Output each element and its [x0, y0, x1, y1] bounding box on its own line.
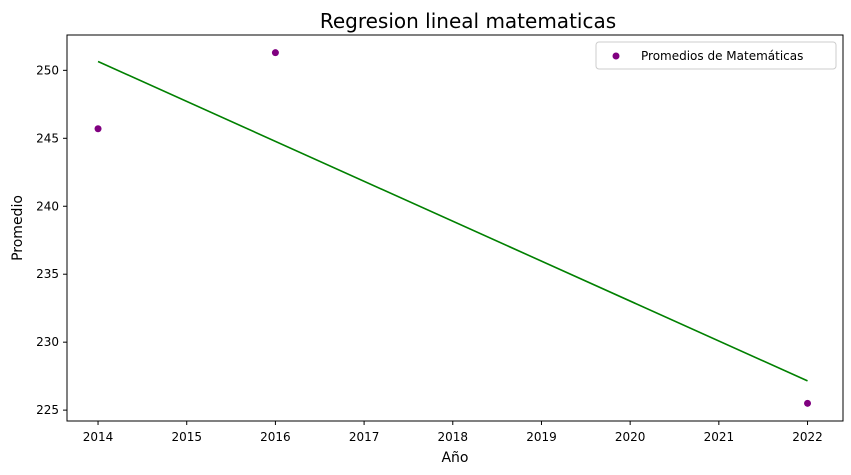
- y-tick-label: 245: [36, 131, 59, 145]
- legend-marker-promedios: [612, 52, 620, 60]
- legend-box: [595, 41, 837, 70]
- y-axis: 225 230 235 240 245 250: [36, 63, 67, 417]
- x-tick-label: 2015: [171, 430, 202, 444]
- axes-frame: [66, 34, 844, 422]
- plot-area: [94, 49, 812, 407]
- y-tick-label: 235: [36, 267, 59, 281]
- y-tick-label: 250: [36, 63, 59, 77]
- chart-title: Regresion lineal matematicas: [320, 9, 616, 33]
- y-tick-label: 240: [36, 199, 59, 213]
- x-tick-label: 2014: [83, 430, 114, 444]
- x-tick-label: 2021: [704, 430, 735, 444]
- x-tick-label: 2019: [526, 430, 557, 444]
- legend-label-promedios: Promedios de Matemáticas: [641, 49, 803, 63]
- legend: Promedios de Matemáticas: [595, 41, 837, 70]
- x-tick-label: 2016: [260, 430, 291, 444]
- y-tick-label: 230: [36, 335, 59, 349]
- regression-line: [97, 60, 808, 382]
- x-axis-title: Año: [441, 450, 468, 466]
- x-axis: 2014 2015 2016 2017 2018 2019 2020 2021 2022: [83, 421, 823, 444]
- scatter-point: [271, 49, 279, 57]
- scatter-point: [94, 125, 102, 133]
- scatter-point: [804, 399, 812, 407]
- x-tick-label: 2022: [792, 430, 823, 444]
- x-tick-label: 2018: [438, 430, 469, 444]
- y-axis-title: Promedio: [10, 195, 26, 261]
- x-tick-label: 2020: [615, 430, 646, 444]
- x-tick-label: 2017: [349, 430, 380, 444]
- y-tick-label: 225: [36, 403, 59, 417]
